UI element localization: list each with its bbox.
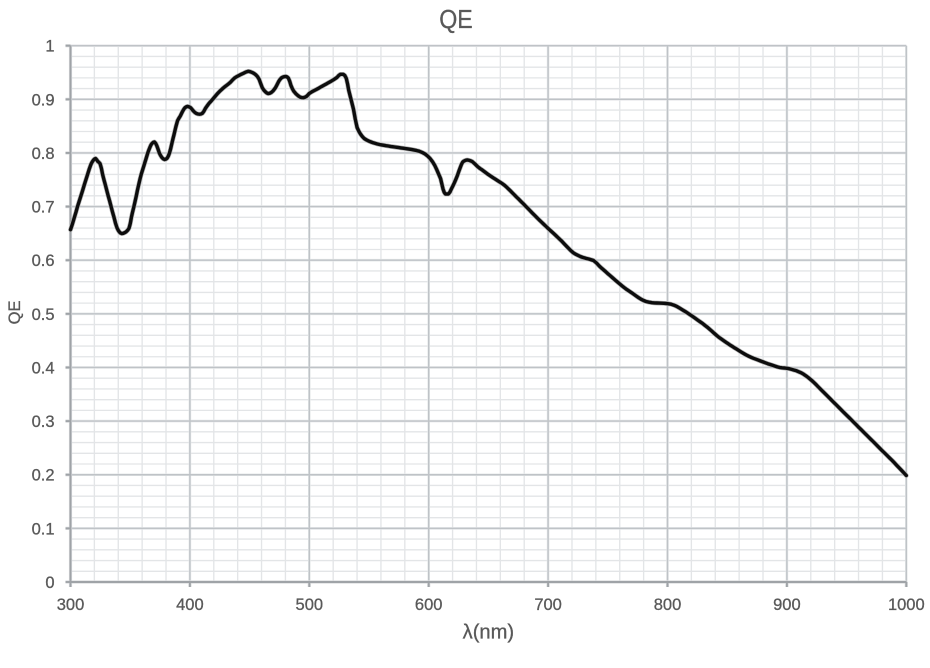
svg-text:300: 300 — [57, 596, 85, 614]
svg-text:0.4: 0.4 — [32, 360, 55, 378]
svg-text:0.8: 0.8 — [32, 145, 55, 163]
svg-text:0.7: 0.7 — [32, 199, 55, 217]
svg-text:QE: QE — [439, 6, 473, 34]
svg-text:500: 500 — [296, 596, 324, 614]
svg-text:0.3: 0.3 — [32, 413, 55, 431]
svg-text:0.6: 0.6 — [32, 252, 55, 270]
svg-text:400: 400 — [176, 596, 204, 614]
svg-text:800: 800 — [654, 596, 682, 614]
svg-text:700: 700 — [534, 596, 562, 614]
svg-text:0: 0 — [45, 574, 54, 592]
svg-text:0.1: 0.1 — [32, 520, 55, 538]
svg-text:600: 600 — [415, 596, 443, 614]
svg-text:QE: QE — [6, 300, 24, 324]
svg-text:0.5: 0.5 — [32, 306, 55, 324]
svg-text:900: 900 — [773, 596, 801, 614]
svg-text:0.2: 0.2 — [32, 467, 55, 485]
svg-text:1000: 1000 — [888, 596, 925, 614]
svg-text:1: 1 — [45, 38, 54, 56]
svg-text:λ(nm): λ(nm) — [463, 622, 515, 644]
svg-text:0.9: 0.9 — [32, 91, 55, 109]
